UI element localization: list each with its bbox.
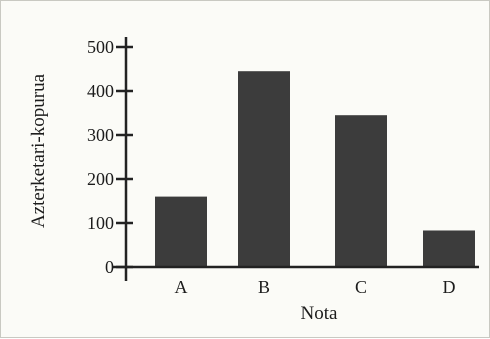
x-category-label-C: C bbox=[355, 277, 367, 297]
y-tick-label-0: 0 bbox=[105, 257, 114, 277]
x-axis-category-labels: A B C D bbox=[175, 277, 456, 297]
y-tick-label-400: 400 bbox=[87, 81, 114, 101]
x-category-label-B: B bbox=[258, 277, 270, 297]
bar-B bbox=[238, 71, 290, 267]
x-category-label-A: A bbox=[175, 277, 188, 297]
y-tick-label-200: 200 bbox=[87, 169, 114, 189]
bar-D bbox=[423, 230, 475, 267]
x-axis-title: Nota bbox=[301, 303, 339, 324]
y-axis-ticks: 0 100 200 300 400 500 bbox=[87, 37, 133, 277]
y-tick-label-300: 300 bbox=[87, 125, 114, 145]
bars-layer bbox=[155, 71, 475, 267]
bar-C bbox=[335, 115, 387, 267]
bar-A bbox=[155, 196, 207, 267]
x-category-label-D: D bbox=[443, 277, 456, 297]
y-axis-title: Azterketari-kopurua bbox=[28, 73, 49, 228]
y-tick-label-500: 500 bbox=[87, 37, 114, 57]
y-tick-label-100: 100 bbox=[87, 213, 114, 233]
